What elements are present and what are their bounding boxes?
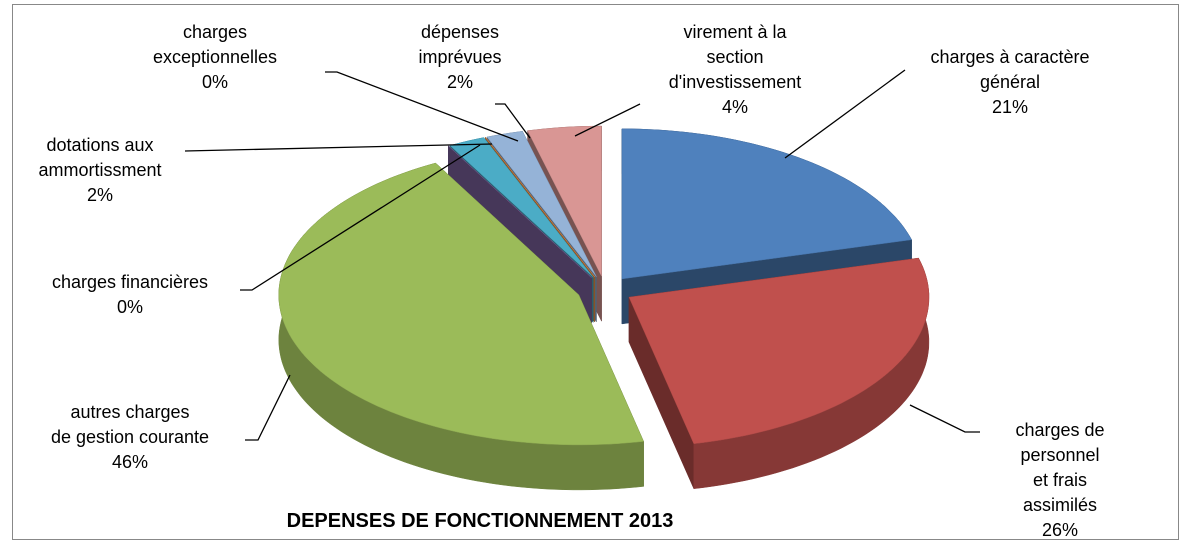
category-label: dépenses imprévues	[418, 22, 502, 67]
category-label: dotations aux ammortissment	[38, 135, 162, 180]
slice	[486, 131, 597, 277]
value-label: 46%	[111, 452, 149, 472]
leader-line	[784, 69, 906, 159]
slice	[621, 128, 913, 280]
leader-line	[245, 374, 291, 441]
value-label: 0%	[201, 72, 228, 92]
slice	[448, 145, 592, 278]
category-label: charges de personnel et frais assimilés	[1015, 420, 1105, 515]
category-label: virement à la section d'investissement	[668, 22, 802, 92]
value-label: 4%	[721, 97, 748, 117]
category-label: charges à caractère général	[930, 47, 1090, 92]
value-label: 0%	[116, 297, 143, 317]
value-label: 21%	[991, 97, 1029, 117]
data-label: charges exceptionnelles 0%	[153, 20, 277, 95]
value-label: 26%	[1041, 520, 1079, 540]
data-label: dotations aux ammortissment 2%	[38, 133, 161, 208]
category-label: charges exceptionnelles	[152, 22, 278, 67]
slice	[628, 257, 930, 444]
slice	[278, 162, 644, 446]
data-label: charges financières 0%	[52, 270, 208, 320]
data-label: charges à caractère général 21%	[930, 45, 1089, 120]
leader-line	[909, 404, 980, 433]
leader-line	[240, 144, 481, 291]
value-label: 2%	[86, 185, 113, 205]
leader-line	[184, 143, 493, 152]
data-label: autres charges de gestion courante 46%	[51, 400, 209, 475]
data-label: charges de personnel et frais assimilés 2…	[995, 418, 1126, 543]
slice	[485, 137, 595, 278]
data-label: dépenses imprévues 2%	[418, 20, 501, 95]
leader-line	[495, 103, 531, 139]
leader-line	[574, 103, 641, 137]
leader-line	[325, 71, 519, 142]
value-label: 2%	[446, 72, 473, 92]
data-label: virement à la section d'investissement 4%	[669, 20, 802, 120]
chart-title: DEPENSES DE FONCTIONNEMENT 2013	[286, 510, 674, 532]
category-label: autres charges de gestion courante	[50, 402, 210, 447]
category-label: charges financières	[51, 272, 209, 292]
